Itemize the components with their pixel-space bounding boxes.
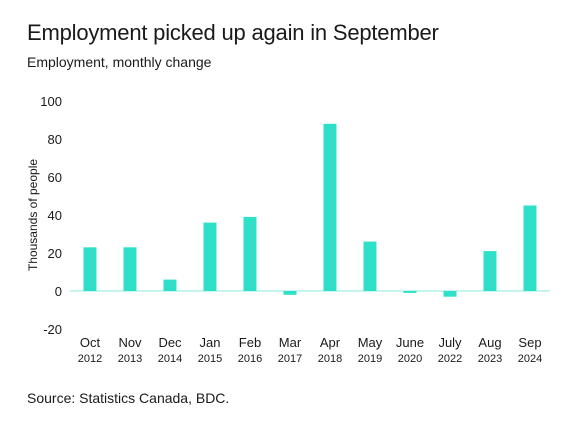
x-tick-label: June [396, 335, 424, 350]
x-tick-label: Mar [279, 335, 302, 350]
x-tick-label: Jan [200, 335, 221, 350]
x-tick-year: 2014 [158, 353, 182, 365]
x-tick-year: 2017 [278, 353, 302, 365]
y-tick-label: 100 [40, 94, 62, 109]
bar-aug [483, 251, 497, 291]
bar-may [363, 241, 377, 291]
x-tick-label: Apr [320, 335, 341, 350]
bar-dec [163, 279, 177, 291]
x-tick-year: 2020 [398, 353, 422, 365]
x-tick-label: May [358, 335, 383, 350]
bar-sep [523, 205, 537, 291]
x-tick-label: July [438, 335, 462, 350]
bar-nov [123, 247, 137, 291]
x-tick-year: 2023 [478, 353, 502, 365]
x-tick-label: Dec [158, 335, 182, 350]
chart-subtitle: Employment, monthly change [27, 54, 212, 70]
x-tick-year: 2015 [198, 353, 222, 365]
chart-title: Employment picked up again in September [27, 20, 439, 45]
bar-mar [283, 291, 297, 295]
bar-june [403, 291, 417, 293]
y-tick-label: 20 [48, 246, 62, 261]
bar-oct [83, 247, 97, 291]
bar-apr [323, 123, 337, 291]
x-tick-year: 2024 [518, 353, 542, 365]
x-tick-year: 2018 [318, 353, 342, 365]
y-tick-label: 40 [48, 208, 62, 223]
x-tick-year: 2012 [78, 353, 102, 365]
y-tick-label: -20 [43, 322, 62, 337]
bar-july [443, 291, 457, 297]
x-tick-year: 2013 [118, 353, 142, 365]
bar-jan [203, 222, 217, 291]
y-tick-label: 80 [48, 132, 62, 147]
x-tick-label: Aug [478, 335, 501, 350]
y-tick-label: 60 [48, 170, 62, 185]
source-note: Source: Statistics Canada, BDC. [27, 390, 230, 406]
x-tick-year: 2016 [238, 353, 262, 365]
x-tick-label: Sep [518, 335, 541, 350]
x-tick-year: 2019 [358, 353, 382, 365]
x-tick-year: 2022 [438, 353, 462, 365]
x-tick-label: Nov [118, 335, 142, 350]
x-tick-label: Feb [239, 335, 261, 350]
y-axis-label: Thousands of people [26, 159, 40, 271]
bar-feb [243, 216, 257, 291]
y-tick-label: 0 [55, 284, 62, 299]
x-tick-label: Oct [80, 335, 101, 350]
